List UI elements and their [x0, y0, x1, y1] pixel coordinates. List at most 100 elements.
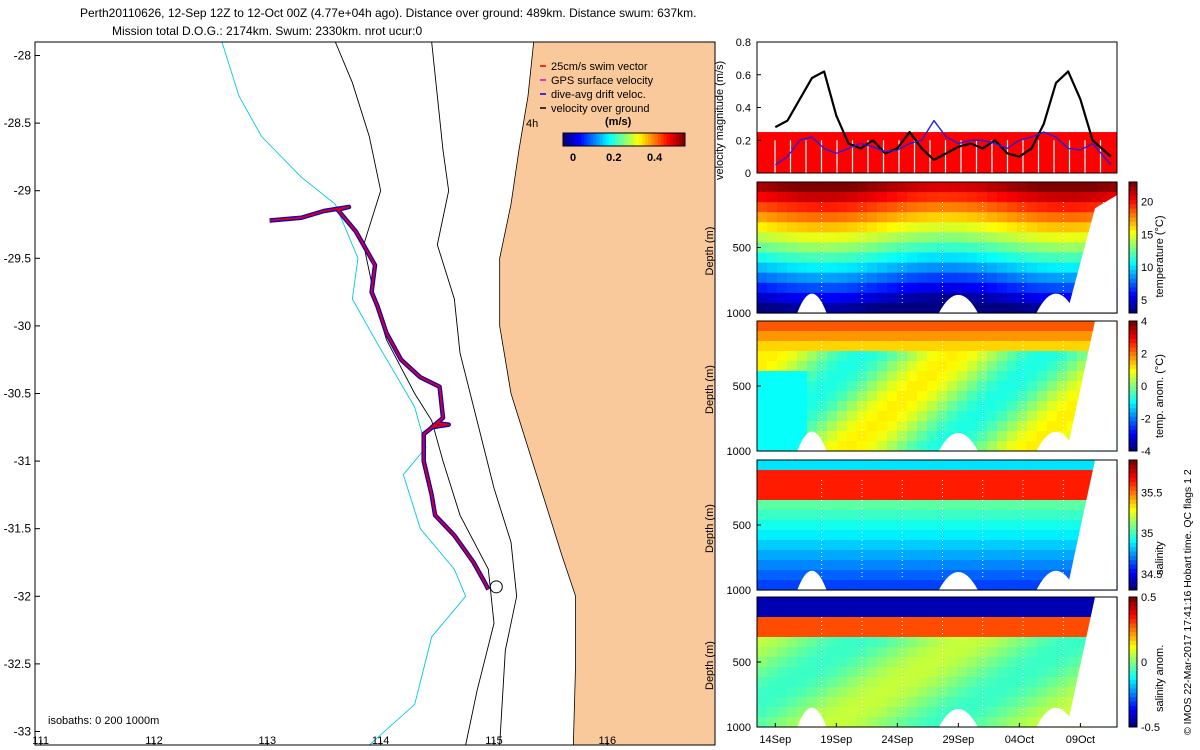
section-cell — [997, 282, 1008, 294]
section-cell — [977, 627, 988, 638]
section-cell — [957, 242, 968, 254]
section-cell — [1047, 677, 1058, 688]
section-cell — [967, 460, 978, 471]
section-cell — [777, 667, 788, 678]
section-cell — [977, 391, 988, 402]
section-cell — [1067, 242, 1078, 254]
section-cell — [757, 292, 768, 304]
section-cell — [897, 431, 908, 442]
section-cell — [987, 192, 998, 203]
section-cell — [1027, 717, 1038, 728]
section-cell — [1067, 480, 1078, 491]
section-cell — [837, 657, 848, 668]
section-cell — [887, 302, 898, 314]
section-cell — [1037, 341, 1048, 352]
speed-colorbar-cell — [660, 133, 665, 146]
section-cell — [857, 391, 868, 402]
section-cell — [827, 677, 838, 688]
section-cell — [787, 192, 798, 203]
section-cell — [887, 242, 898, 254]
section-cell — [927, 627, 938, 638]
speed-colorbar-cell — [608, 133, 613, 146]
section-cell — [887, 391, 898, 402]
section-cell — [807, 361, 818, 372]
section-cell — [1017, 292, 1028, 304]
section-cell — [967, 292, 978, 304]
section-cell — [997, 510, 1008, 521]
colorbar-cell — [1129, 321, 1137, 326]
section-cell — [757, 677, 768, 688]
section-cell — [877, 617, 888, 628]
section-cell — [937, 361, 948, 372]
section-cell — [1037, 597, 1048, 608]
track-drift — [269, 204, 491, 591]
section-cell — [957, 597, 968, 608]
section-cell — [987, 637, 998, 648]
section-cell — [867, 272, 878, 284]
section-cell — [1047, 510, 1058, 521]
section-cell — [927, 500, 938, 511]
section-cell — [1007, 667, 1018, 678]
section-cell — [837, 697, 848, 708]
section-cell — [807, 480, 818, 491]
section-cell — [1007, 341, 1018, 352]
section-cell — [907, 667, 918, 678]
section-cell — [837, 192, 848, 203]
section-cell — [757, 421, 768, 432]
colorbar-tick-label: -4 — [1141, 446, 1151, 458]
section-cell — [857, 192, 868, 203]
section-cell — [787, 232, 798, 244]
section-cell — [767, 480, 778, 491]
section-cell — [1007, 351, 1018, 362]
section-cell — [987, 252, 998, 264]
section-cell — [987, 321, 998, 332]
section-cell — [787, 391, 798, 402]
section-cell — [777, 627, 788, 638]
section-cell — [827, 570, 838, 581]
section-cell — [927, 232, 938, 244]
section-cell — [987, 401, 998, 412]
section-cell — [757, 192, 768, 203]
section-cell — [827, 262, 838, 274]
speed-colorbar-cell — [636, 133, 640, 146]
colorbar-cell — [1129, 438, 1137, 443]
section-cell — [1047, 480, 1058, 491]
section-cell — [887, 232, 898, 244]
section-cell — [917, 331, 928, 342]
speed-colorbar-cell — [639, 133, 643, 146]
no-data-region — [1066, 460, 1117, 590]
section-cell — [797, 520, 808, 531]
section-cell — [847, 391, 858, 402]
section-cell — [977, 421, 988, 432]
section-cell — [907, 331, 918, 342]
section-cell — [877, 460, 888, 471]
section-cell — [1037, 401, 1048, 412]
colorbar-cell — [1129, 499, 1137, 504]
section-cell — [837, 222, 848, 233]
section-cell — [1017, 222, 1028, 233]
section-cell — [887, 361, 898, 372]
section-cell — [1077, 617, 1088, 628]
section-cell — [1017, 657, 1028, 668]
section-cell — [817, 182, 828, 193]
section-cell — [927, 607, 938, 618]
section-cell — [1017, 262, 1028, 274]
section-cell — [1027, 331, 1038, 342]
section-cell — [917, 232, 928, 244]
section-cell — [927, 272, 938, 284]
section-cell — [1067, 647, 1078, 658]
section-cell — [997, 657, 1008, 668]
section-cell — [887, 282, 898, 294]
colorbar-cell — [1129, 636, 1137, 641]
section-cell — [797, 341, 808, 352]
section-cell — [917, 470, 928, 481]
section-cell — [957, 202, 968, 213]
section-cell — [947, 637, 958, 648]
section-cell — [1077, 480, 1088, 491]
colorbar-cell — [1129, 568, 1137, 574]
section-cell — [837, 677, 848, 688]
section-cell — [887, 697, 898, 708]
colorbar-label: salinity — [1154, 541, 1166, 575]
colorbar-cell — [1129, 399, 1137, 404]
section-cell — [1057, 677, 1068, 688]
